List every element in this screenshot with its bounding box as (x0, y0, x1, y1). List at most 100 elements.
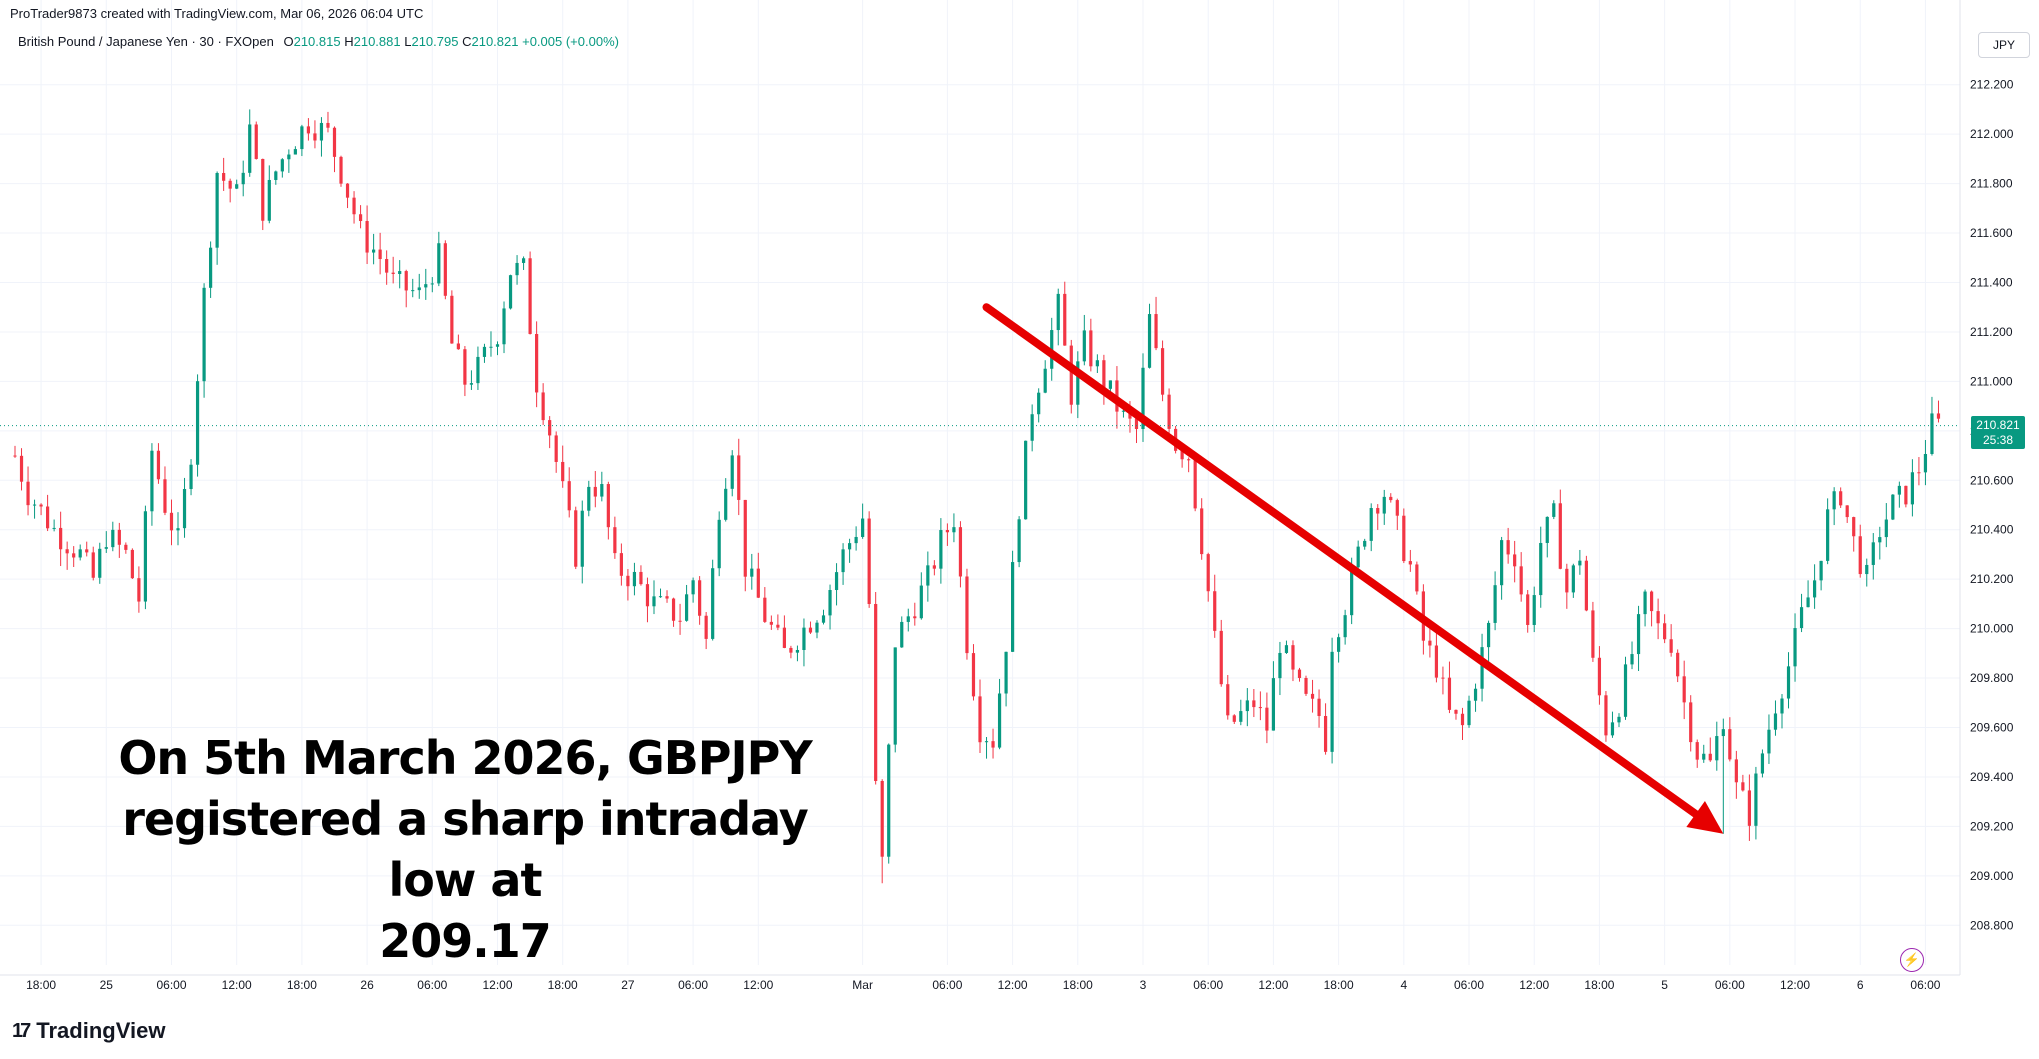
candle-body (613, 527, 617, 554)
symbol-name[interactable]: British Pound / Japanese Yen · 30 · FXOp… (18, 34, 274, 49)
candle-body (1871, 542, 1875, 565)
chart-annotation: On 5th March 2026, GBPJPY registered a s… (100, 728, 830, 972)
candle-body (1415, 564, 1419, 592)
candle-body (248, 124, 252, 173)
candle-body (313, 133, 317, 141)
candle-body (861, 518, 865, 537)
x-tick-label: 18:00 (287, 978, 317, 992)
y-tick-label: 211.400 (1970, 276, 2013, 290)
candle-body (130, 549, 134, 579)
candle-body (1428, 640, 1432, 646)
candle-body (365, 221, 369, 253)
x-tick-label: 6 (1857, 978, 1864, 992)
candle-body (1917, 472, 1921, 474)
candle-body (1584, 560, 1588, 611)
candle-body (580, 510, 584, 567)
candle-body (1623, 664, 1628, 717)
candle-body (1526, 594, 1530, 625)
candle-body (32, 504, 37, 506)
candle-body (1252, 700, 1256, 708)
candle-body (939, 530, 943, 569)
candle-body (567, 481, 571, 511)
tradingview-logo-icon: 17 (12, 1019, 31, 1042)
y-tick-label: 210.600 (1970, 473, 2014, 487)
candle-body (489, 346, 493, 348)
candle-body (1754, 773, 1758, 826)
candle-body (163, 479, 167, 513)
open-label: O (283, 34, 294, 49)
candle-body (906, 616, 910, 622)
candle-body (195, 381, 200, 465)
candle-body (1565, 568, 1569, 593)
candle-body (91, 552, 95, 578)
candle-body (919, 585, 923, 619)
candle-body (306, 126, 311, 134)
x-tick-label: 4 (1400, 978, 1407, 992)
candle-body (1239, 711, 1243, 722)
candle-body (261, 158, 265, 221)
x-tick-label: 18:00 (1324, 978, 1354, 992)
candle-body (1408, 561, 1412, 565)
candle-body (1271, 678, 1276, 731)
x-tick-label: 3 (1140, 978, 1147, 992)
candle-body (502, 308, 506, 345)
candle-body (1552, 503, 1556, 517)
candle-body (1826, 509, 1830, 561)
candle-body (1558, 503, 1562, 569)
candle-body (1819, 560, 1823, 581)
candle-body (971, 653, 976, 697)
candle-body (1571, 565, 1575, 593)
candle-body (1193, 460, 1197, 509)
y-tick-label: 209.800 (1970, 671, 2014, 685)
candle-body (1454, 709, 1458, 714)
y-tick-label: 211.800 (1970, 177, 2013, 191)
x-tick-label: 5 (1661, 978, 1668, 992)
candle-body (1728, 729, 1732, 760)
candle-body (1936, 413, 1941, 419)
candle-body (1180, 450, 1184, 460)
candle-body (1545, 516, 1549, 543)
lightning-icon[interactable]: ⚡ (1900, 948, 1924, 972)
chart-caption: ProTrader9873 created with TradingView.c… (10, 6, 424, 21)
candle-body (1187, 459, 1191, 461)
candle-body (1447, 677, 1452, 710)
candle-body (619, 553, 623, 576)
candle-body (978, 696, 982, 743)
candle-body (1056, 293, 1060, 331)
candle-body (1891, 494, 1895, 520)
candle-body (254, 124, 258, 159)
tradingview-brand[interactable]: 17 TradingView (12, 1018, 165, 1044)
candle-body (1278, 652, 1282, 679)
candle-body (815, 622, 819, 633)
candle-body (274, 171, 278, 180)
candle-body (352, 197, 356, 215)
candle-body (626, 575, 630, 587)
y-tick-label: 209.000 (1970, 869, 2014, 883)
candle-body (1676, 652, 1680, 677)
candle-body (1395, 500, 1399, 516)
candle-body (378, 249, 382, 260)
currency-button[interactable]: JPY (1978, 32, 2030, 58)
candle-body (698, 580, 702, 616)
candle-body (854, 536, 858, 544)
candle-body (345, 183, 350, 198)
annotation-line-3: 209.17 (379, 914, 552, 968)
candle-body (1636, 614, 1641, 655)
candle-body (1089, 330, 1093, 367)
x-tick-label: 06:00 (932, 978, 962, 992)
candle-body (639, 571, 643, 585)
candle-body (189, 464, 193, 490)
candle-body (528, 258, 532, 334)
symbol-legend[interactable]: British Pound / Japanese Yen · 30 · FXOp… (18, 34, 619, 49)
candle-body (293, 149, 297, 155)
candle-body (339, 156, 343, 184)
candle-body (1128, 410, 1132, 419)
candle-body (1434, 645, 1439, 678)
x-tick-label: 06:00 (1715, 978, 1745, 992)
candle-body (1610, 722, 1615, 736)
x-tick-label: 06:00 (156, 978, 186, 992)
candle-body (1043, 368, 1047, 393)
candle-body (1630, 654, 1634, 665)
candle-body (1786, 666, 1791, 699)
